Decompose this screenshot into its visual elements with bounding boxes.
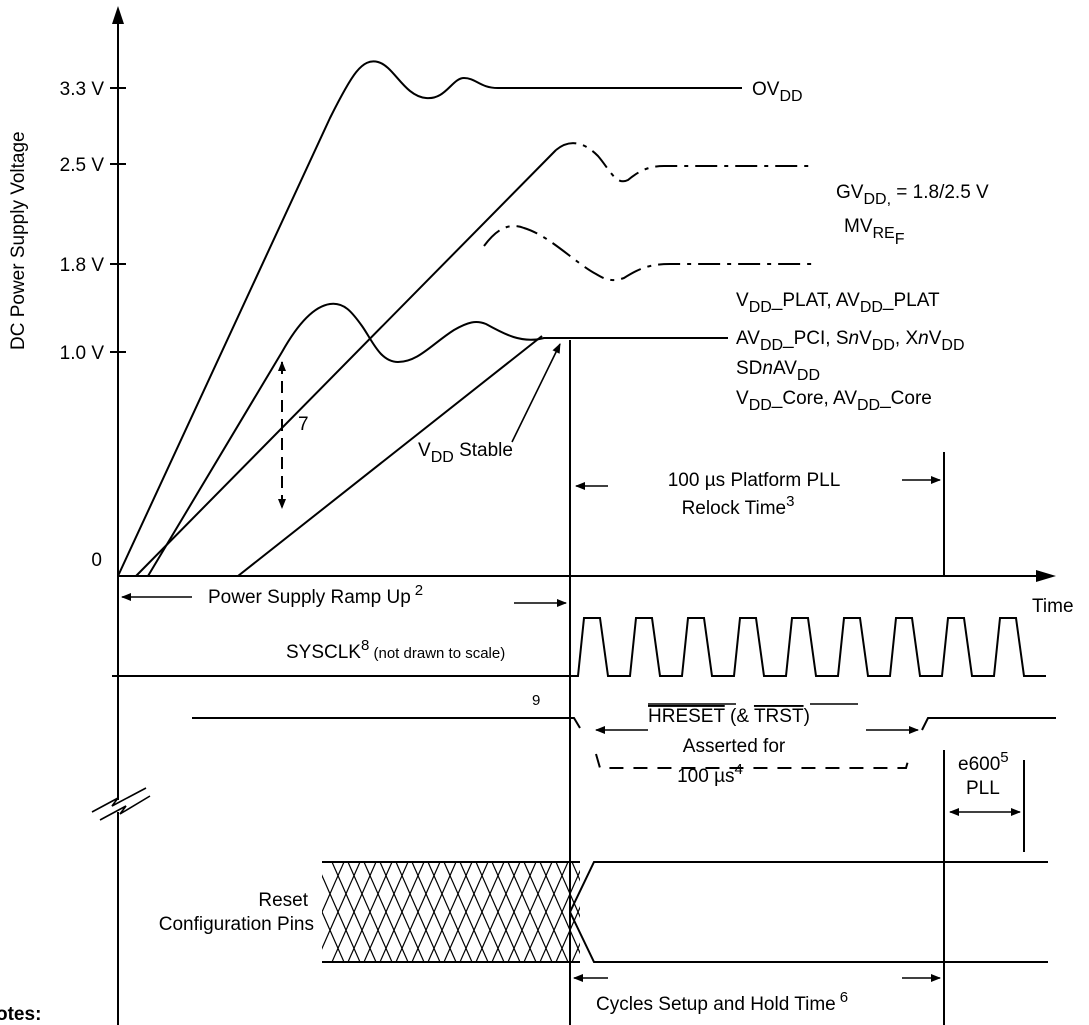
gvdd-curve — [555, 142, 810, 183]
hatch-line — [379, 862, 425, 962]
hreset-asserted-low — [595, 753, 911, 769]
axis-break-icon-2 — [99, 795, 151, 821]
vdd-curve-late-ramp — [237, 335, 543, 577]
avdd-pci-label: AVDD_PCI, SnVDD, XnVDD — [736, 328, 965, 354]
asserted-label: Asserted for — [683, 736, 786, 757]
pll-relock-line2: Relock Time3 — [682, 493, 795, 519]
hatch-line — [363, 862, 409, 962]
annotation-9-label: 9 — [532, 692, 540, 709]
pll-relock-line1: 100 µs Platform PLL — [668, 470, 841, 491]
mvref-label: MVREF — [844, 216, 905, 248]
vdd-curve-upper — [147, 302, 728, 577]
hatch-line — [571, 862, 580, 882]
tick-label-0: 0 — [91, 550, 102, 571]
hatch-line — [491, 862, 537, 962]
hatch-line — [571, 942, 580, 962]
vdd-stable-label: VDD Stable — [418, 440, 513, 466]
hreset-label: HRESET (& TRST) — [648, 706, 810, 727]
annotation-7-label: 7 — [298, 414, 309, 435]
reset-config-pins-band — [322, 861, 632, 963]
tick-label-1v0: 1.0 V — [60, 343, 105, 364]
sdnavdd-label: SDnAVDD — [736, 358, 820, 384]
hatch-line — [475, 862, 521, 962]
hatch-line — [588, 862, 632, 962]
hatch-line — [555, 905, 580, 962]
e600-label: e6005 — [958, 749, 1009, 775]
hatch-line — [459, 862, 505, 962]
ovdd-label: OVDD — [752, 79, 803, 105]
axis-break-icon — [91, 787, 147, 813]
vdd-stable-pointer — [511, 343, 561, 443]
cycles-label: Cycles Setup and Hold Time 6 — [596, 989, 848, 1015]
vdd-core-label: VDD_Core, AVDD_Core — [736, 388, 932, 414]
hatch-line — [395, 862, 441, 962]
hreset-deassert-line — [921, 717, 1056, 731]
hatch-line — [539, 869, 580, 962]
vdd-plat-label: VDD_PLAT, AVDD_PLAT — [736, 290, 940, 316]
ovdd-curve — [117, 60, 742, 577]
x-axis-arrowhead — [1036, 570, 1056, 582]
gvdd-ramp — [135, 149, 557, 577]
hatch-line — [322, 862, 361, 950]
ramp-up-label: Power Supply Ramp Up 2 — [208, 582, 423, 608]
tick-label-3v3: 3.3 V — [60, 79, 105, 100]
sysclk-waveform — [570, 617, 1046, 677]
hatch-line — [322, 862, 345, 914]
gvdd-label: GVDD, = 1.8/2.5 V — [836, 182, 989, 208]
reset-config-high — [569, 861, 1048, 913]
pll-label: PLL — [966, 778, 1000, 799]
hatch-line — [507, 862, 553, 962]
hatch-line — [427, 862, 473, 962]
hatch-line — [411, 862, 457, 962]
x-axis-label: Time — [1032, 596, 1074, 617]
notes-heading: otes: — [0, 1004, 41, 1025]
duration-label: 100 µs4 — [677, 761, 743, 787]
hatch-line — [322, 910, 345, 962]
hatch-line — [347, 862, 393, 962]
hatch-line — [331, 862, 377, 962]
hatch-line — [588, 862, 632, 962]
y-axis-label: DC Power Supply Voltage — [8, 131, 29, 350]
tick-label-1v8: 1.8 V — [60, 255, 105, 276]
reset-config-low — [569, 911, 1048, 963]
hreset-high-line — [192, 717, 581, 729]
mvref-curve — [483, 225, 812, 282]
reset-config-label-line1: Reset — [258, 890, 308, 911]
reset-config-label-line2: Configuration Pins — [159, 914, 314, 935]
y-axis-arrowhead — [112, 6, 124, 24]
tick-label-2v5: 2.5 V — [60, 155, 105, 176]
hatch-line — [523, 862, 569, 962]
hatch-line — [443, 862, 489, 962]
sysclk-label: SYSCLK8 (not drawn to scale) — [286, 637, 505, 663]
